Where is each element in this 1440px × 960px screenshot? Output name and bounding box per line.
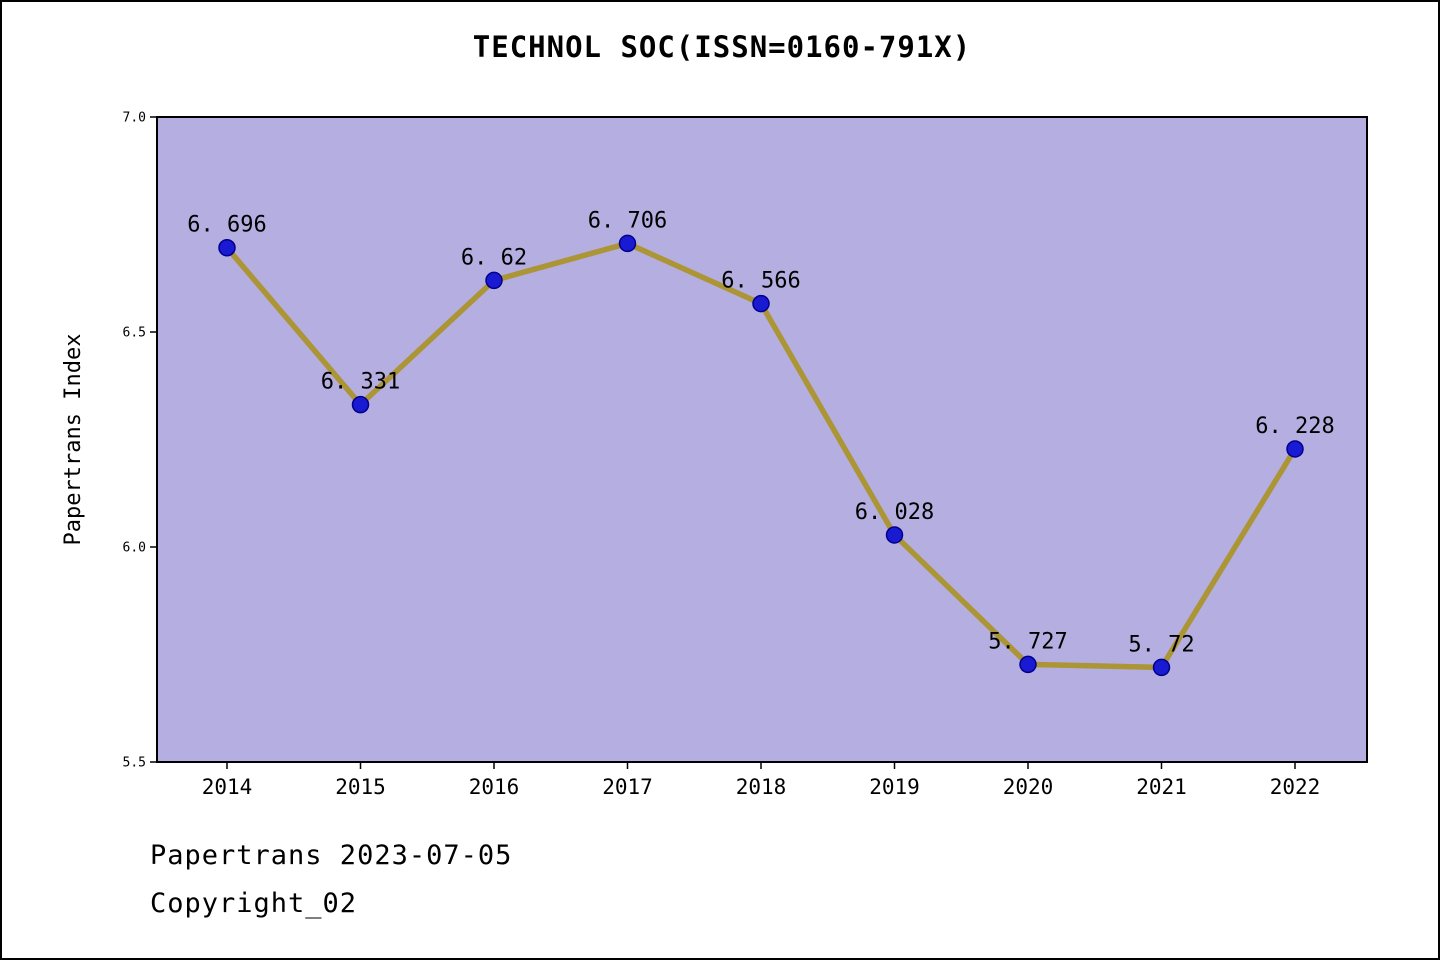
- svg-text:6.5: 6.5: [123, 326, 146, 341]
- svg-text:5. 727: 5. 727: [988, 629, 1067, 654]
- svg-text:2015: 2015: [335, 775, 386, 799]
- svg-text:Papertrans Index: Papertrans Index: [61, 334, 86, 546]
- svg-text:6.0: 6.0: [123, 541, 146, 556]
- svg-text:6. 706: 6. 706: [588, 208, 667, 233]
- svg-text:2022: 2022: [1270, 775, 1321, 799]
- footer-source-date: Papertrans 2023-07-05: [150, 840, 513, 871]
- svg-text:6. 696: 6. 696: [187, 213, 266, 238]
- svg-text:2017: 2017: [602, 775, 653, 799]
- svg-text:6. 566: 6. 566: [721, 269, 800, 294]
- svg-text:2020: 2020: [1003, 775, 1054, 799]
- svg-text:5. 72: 5. 72: [1128, 632, 1194, 657]
- svg-text:2019: 2019: [869, 775, 920, 799]
- svg-text:5.5: 5.5: [123, 756, 146, 771]
- chart-title: TECHNOL SOC(ISSN=0160-791X): [472, 30, 972, 64]
- svg-text:7.0: 7.0: [123, 111, 146, 126]
- svg-text:2016: 2016: [469, 775, 520, 799]
- footer-copyright: Copyright_02: [150, 888, 358, 919]
- svg-text:6. 028: 6. 028: [855, 500, 934, 525]
- svg-text:6. 228: 6. 228: [1255, 414, 1334, 439]
- svg-text:6. 62: 6. 62: [461, 245, 527, 270]
- svg-text:2018: 2018: [736, 775, 787, 799]
- svg-text:2014: 2014: [202, 775, 253, 799]
- svg-text:6. 331: 6. 331: [321, 370, 400, 395]
- svg-text:2021: 2021: [1136, 775, 1187, 799]
